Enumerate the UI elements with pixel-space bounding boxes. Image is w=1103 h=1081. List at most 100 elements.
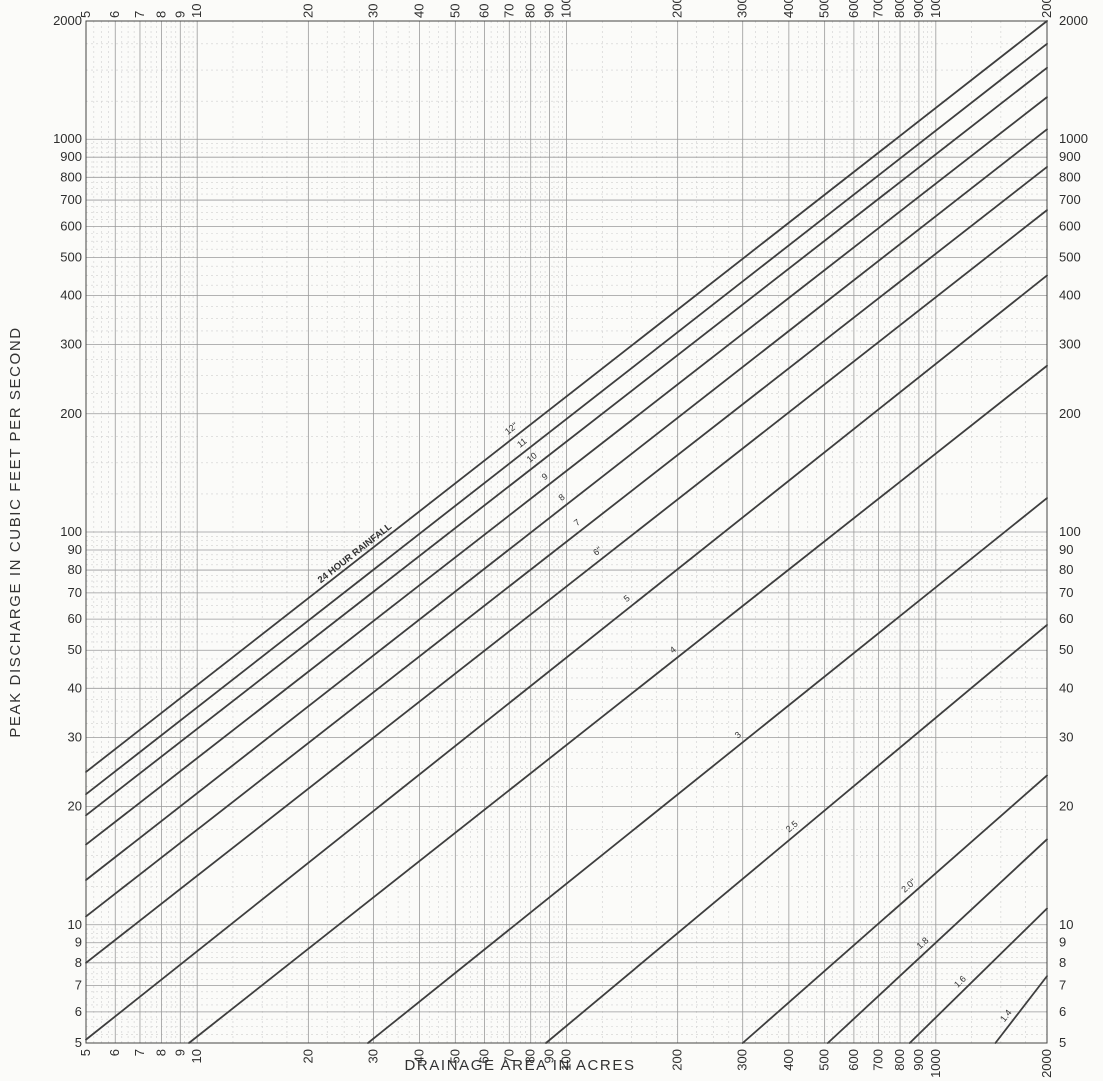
rainfall-curve-label: 3 xyxy=(733,729,743,740)
y-tick-label-right: 80 xyxy=(1059,562,1073,577)
rainfall-curve-label: 2.5 xyxy=(784,819,800,835)
y-tick-label-left: 400 xyxy=(60,288,82,303)
y-axis-title: PEAK DISCHARGE IN CUBIC FEET PER SECOND xyxy=(7,326,24,737)
x-tick-label-top: 1000 xyxy=(928,0,943,18)
y-tick-label-left: 9 xyxy=(75,935,82,950)
plot-frame xyxy=(85,20,1048,1044)
y-tick-label-left: 80 xyxy=(68,562,82,577)
rainfall-curve xyxy=(85,274,1048,1041)
x-tick-label-bottom: 700 xyxy=(871,1049,886,1071)
rainfall-curve xyxy=(994,975,1048,1044)
y-tick-label-left: 2000 xyxy=(53,13,82,28)
x-tick-label-bottom: 900 xyxy=(911,1049,926,1071)
x-tick-label-top: 50 xyxy=(447,4,462,18)
y-tick-label-left: 20 xyxy=(68,799,82,814)
x-tick-label-top: 20 xyxy=(300,4,315,18)
x-tick-label-bottom: 90 xyxy=(542,1049,557,1063)
rainfall-curve xyxy=(85,166,1048,918)
y-tick-label-left: 70 xyxy=(68,585,82,600)
x-tick-label-top: 9 xyxy=(172,11,187,18)
x-tick-label-top: 300 xyxy=(735,0,750,18)
rainfall-curve-label: 10 xyxy=(525,450,539,464)
y-tick-label-right: 8 xyxy=(1059,955,1066,970)
x-tick-label-top: 10 xyxy=(189,4,204,18)
x-tick-label-bottom: 200 xyxy=(670,1049,685,1071)
y-tick-label-right: 2000 xyxy=(1059,13,1088,28)
y-tick-label-left: 200 xyxy=(60,406,82,421)
y-tick-label-left: 600 xyxy=(60,218,82,233)
x-tick-label-top: 30 xyxy=(365,4,380,18)
rainfall-curve xyxy=(188,364,1048,1044)
rainfall-curve xyxy=(85,128,1048,881)
y-tick-label-left: 100 xyxy=(60,524,82,539)
x-tick-label-bottom: 40 xyxy=(412,1049,427,1063)
rainfall-curve-label: 4 xyxy=(668,644,678,655)
rainfall-curve-label: 11 xyxy=(515,436,529,450)
x-tick-label-top: 400 xyxy=(781,0,796,18)
x-tick-label-top: 60 xyxy=(477,4,492,18)
rainfall-curve xyxy=(85,20,1048,773)
x-tick-label-top: 8 xyxy=(153,11,168,18)
x-axis-title: DRAINAGE AREA IN ACRES xyxy=(404,1057,635,1074)
rainfall-annotation: 24 HOUR RAINFALL xyxy=(316,521,394,586)
x-tick-label-bottom: 100 xyxy=(559,1049,574,1071)
y-tick-label-right: 600 xyxy=(1059,218,1081,233)
x-tick-label-bottom: 20 xyxy=(300,1049,315,1063)
rainfall-curve-label: 9 xyxy=(540,471,550,482)
y-tick-label-left: 8 xyxy=(75,955,82,970)
x-tick-label-bottom: 80 xyxy=(523,1049,538,1063)
y-tick-label-right: 7 xyxy=(1059,978,1066,993)
y-tick-label-left: 500 xyxy=(60,249,82,264)
rainfall-curve xyxy=(85,209,1048,964)
x-tick-label-top: 900 xyxy=(911,0,926,18)
rainfall-curve xyxy=(741,774,1048,1044)
rainfall-curve xyxy=(826,838,1048,1044)
y-tick-label-left: 60 xyxy=(68,611,82,626)
y-tick-label-right: 70 xyxy=(1059,585,1073,600)
y-tick-label-right: 10 xyxy=(1059,917,1073,932)
x-tick-label-bottom: 70 xyxy=(501,1049,516,1063)
x-tick-label-bottom: 300 xyxy=(735,1049,750,1071)
rainfall-curve xyxy=(85,66,1048,817)
x-tick-label-bottom: 600 xyxy=(846,1049,861,1071)
y-tick-label-right: 30 xyxy=(1059,729,1073,744)
x-tick-label-bottom: 9 xyxy=(172,1049,187,1056)
y-tick-label-left: 5 xyxy=(75,1035,82,1050)
rainfall-curve xyxy=(908,907,1048,1044)
x-tick-label-top: 500 xyxy=(817,0,832,18)
rainfall-curve-label: 5 xyxy=(622,593,632,604)
x-tick-label-top: 80 xyxy=(523,4,538,18)
x-tick-label-bottom: 800 xyxy=(892,1049,907,1071)
y-tick-label-left: 50 xyxy=(68,642,82,657)
y-tick-label-right: 800 xyxy=(1059,169,1081,184)
y-tick-label-left: 10 xyxy=(68,917,82,932)
y-tick-label-left: 900 xyxy=(60,149,82,164)
x-tick-label-top: 5 xyxy=(78,11,93,18)
y-tick-label-right: 200 xyxy=(1059,406,1081,421)
rainfall-curve xyxy=(85,42,1048,796)
x-tick-label-bottom: 2000 xyxy=(1039,1049,1054,1078)
x-tick-label-bottom: 400 xyxy=(781,1049,796,1071)
x-tick-label-bottom: 1000 xyxy=(928,1049,943,1078)
x-tick-label-bottom: 6 xyxy=(107,1049,122,1056)
y-tick-label-left: 90 xyxy=(68,542,82,557)
y-tick-label-left: 30 xyxy=(68,729,82,744)
x-tick-label-top: 2000 xyxy=(1039,0,1054,18)
y-tick-label-right: 500 xyxy=(1059,249,1081,264)
x-tick-label-bottom: 60 xyxy=(477,1049,492,1063)
x-tick-label-bottom: 50 xyxy=(447,1049,462,1063)
rainfall-curve xyxy=(545,624,1048,1044)
tick-labels: 5566778899101020203030404050506060707080… xyxy=(53,0,1088,1078)
y-tick-label-left: 40 xyxy=(68,680,82,695)
x-tick-label-bottom: 8 xyxy=(153,1049,168,1056)
x-tick-label-top: 600 xyxy=(846,0,861,18)
x-tick-label-top: 90 xyxy=(542,4,557,18)
y-tick-label-left: 700 xyxy=(60,192,82,207)
grid xyxy=(85,20,1048,1044)
y-tick-label-left: 300 xyxy=(60,337,82,352)
y-tick-label-right: 9 xyxy=(1059,935,1066,950)
y-tick-label-right: 20 xyxy=(1059,799,1073,814)
rainfall-curve xyxy=(85,96,1048,846)
x-tick-label-bottom: 30 xyxy=(365,1049,380,1063)
rainfall-curve-label: 7 xyxy=(572,517,582,528)
